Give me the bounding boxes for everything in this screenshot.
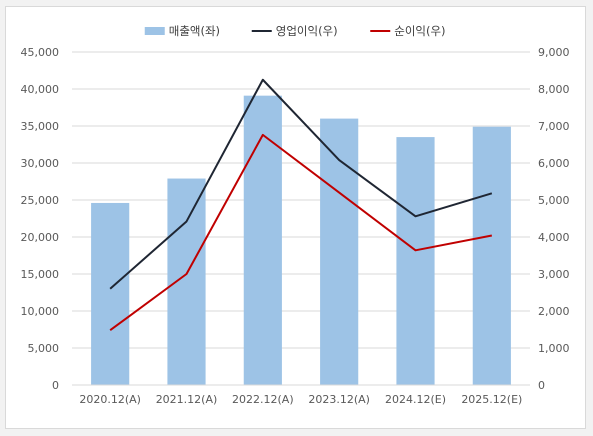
bar bbox=[167, 178, 206, 385]
y-left-tick-label: 5,000 bbox=[28, 342, 60, 355]
legend-label: 영업이익(우) bbox=[276, 24, 338, 38]
x-tick-label: 2022.12(A) bbox=[232, 393, 294, 406]
x-tick-label: 2023.12(A) bbox=[308, 393, 370, 406]
legend-label: 순이익(우) bbox=[394, 24, 445, 38]
x-tick-label: 2020.12(A) bbox=[79, 393, 141, 406]
bar bbox=[396, 137, 435, 385]
y-left-tick-label: 30,000 bbox=[21, 157, 60, 170]
bar bbox=[320, 118, 359, 385]
x-tick-label: 2024.12(E) bbox=[385, 393, 446, 406]
y-right-tick-label: 4,000 bbox=[538, 231, 570, 244]
y-right-tick-label: 2,000 bbox=[538, 305, 570, 318]
series-line bbox=[109, 78, 493, 290]
y-left-tick-label: 15,000 bbox=[21, 268, 60, 281]
x-tick-label: 2021.12(A) bbox=[156, 393, 218, 406]
y-right-tick-label: 0 bbox=[538, 379, 545, 392]
bar bbox=[91, 202, 130, 385]
y-right-tick-label: 7,000 bbox=[538, 120, 570, 133]
y-right-tick-label: 6,000 bbox=[538, 157, 570, 170]
y-left-tick-label: 10,000 bbox=[21, 305, 60, 318]
series-line bbox=[109, 133, 493, 332]
y-right-tick-label: 5,000 bbox=[538, 194, 570, 207]
y-right-tick-label: 1,000 bbox=[538, 342, 570, 355]
y-right-tick-label: 8,000 bbox=[538, 83, 570, 96]
y-left-tick-label: 0 bbox=[52, 379, 59, 392]
legend-label: 매출액(좌) bbox=[169, 24, 220, 38]
y-right-tick-label: 9,000 bbox=[538, 46, 570, 59]
y-left-tick-label: 45,000 bbox=[21, 46, 60, 59]
bar bbox=[243, 95, 282, 385]
y-left-tick-label: 40,000 bbox=[21, 83, 60, 96]
x-tick-label: 2025.12(E) bbox=[461, 393, 522, 406]
y-right-tick-label: 3,000 bbox=[538, 268, 570, 281]
y-left-tick-label: 20,000 bbox=[21, 231, 60, 244]
y-left-tick-label: 25,000 bbox=[21, 194, 60, 207]
legend-swatch bbox=[144, 27, 165, 35]
y-left-tick-label: 35,000 bbox=[21, 120, 60, 133]
bar bbox=[472, 126, 511, 386]
